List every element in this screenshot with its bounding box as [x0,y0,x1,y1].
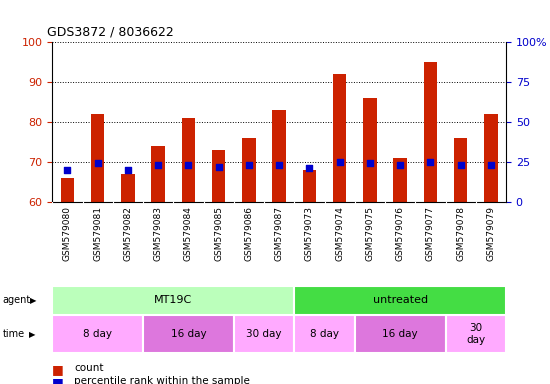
Text: count: count [74,363,104,373]
Text: GDS3872 / 8036622: GDS3872 / 8036622 [47,25,173,38]
Bar [363,98,377,202]
Point [153,162,163,168]
Text: 8 day: 8 day [83,329,112,339]
Bar [446,315,506,353]
Text: 16 day: 16 day [382,329,418,339]
Bar [182,118,195,202]
Text: GSM579086: GSM579086 [244,206,254,261]
Text: percentile rank within the sample: percentile rank within the sample [74,376,250,384]
Text: GSM579084: GSM579084 [184,206,193,261]
Point [365,160,374,166]
Bar [52,315,143,353]
Bar [454,138,468,202]
Bar [91,114,104,202]
Text: GSM579073: GSM579073 [305,206,314,261]
Bar [424,62,437,202]
Bar [294,315,355,353]
Bar [333,74,346,202]
Bar [143,315,234,353]
Point [456,162,465,168]
Bar [272,110,286,202]
Bar [212,150,225,202]
Point [395,162,404,168]
Point [214,164,223,170]
Text: GSM579083: GSM579083 [153,206,163,261]
Point [244,162,253,168]
Text: 30
day: 30 day [466,323,485,345]
Text: GSM579087: GSM579087 [274,206,284,261]
Bar [121,174,135,202]
Text: GSM579085: GSM579085 [214,206,223,261]
Bar [294,286,506,315]
Point [184,162,193,168]
Text: GSM579081: GSM579081 [93,206,102,261]
Point [93,160,102,166]
Bar [242,138,256,202]
Text: ▶: ▶ [30,296,37,305]
Point [63,167,72,173]
Point [305,165,314,171]
Bar [484,114,498,202]
Text: agent: agent [3,295,31,306]
Text: 8 day: 8 day [310,329,339,339]
Point [426,159,434,165]
Text: 30 day: 30 day [246,329,282,339]
Bar [302,170,316,202]
Point [335,159,344,165]
Text: ▶: ▶ [29,329,35,339]
Text: GSM579082: GSM579082 [123,206,133,261]
Point [274,162,284,168]
Text: MT19C: MT19C [154,295,192,306]
Text: GSM579077: GSM579077 [426,206,435,261]
Text: GSM579079: GSM579079 [486,206,496,261]
Point [486,162,495,168]
Bar [60,178,74,202]
Text: GSM579078: GSM579078 [456,206,465,261]
Text: GSM579074: GSM579074 [335,206,344,261]
Text: ■: ■ [52,363,64,376]
Text: GSM579080: GSM579080 [63,206,72,261]
Text: GSM579075: GSM579075 [365,206,375,261]
Bar [234,315,294,353]
Text: GSM579076: GSM579076 [395,206,405,261]
Text: 16 day: 16 day [170,329,206,339]
Bar [393,158,407,202]
Bar [355,315,446,353]
Bar [52,286,294,315]
Text: ■: ■ [52,376,64,384]
Point [123,167,133,173]
Text: untreated: untreated [372,295,428,306]
Bar [151,146,165,202]
Text: time: time [3,329,25,339]
